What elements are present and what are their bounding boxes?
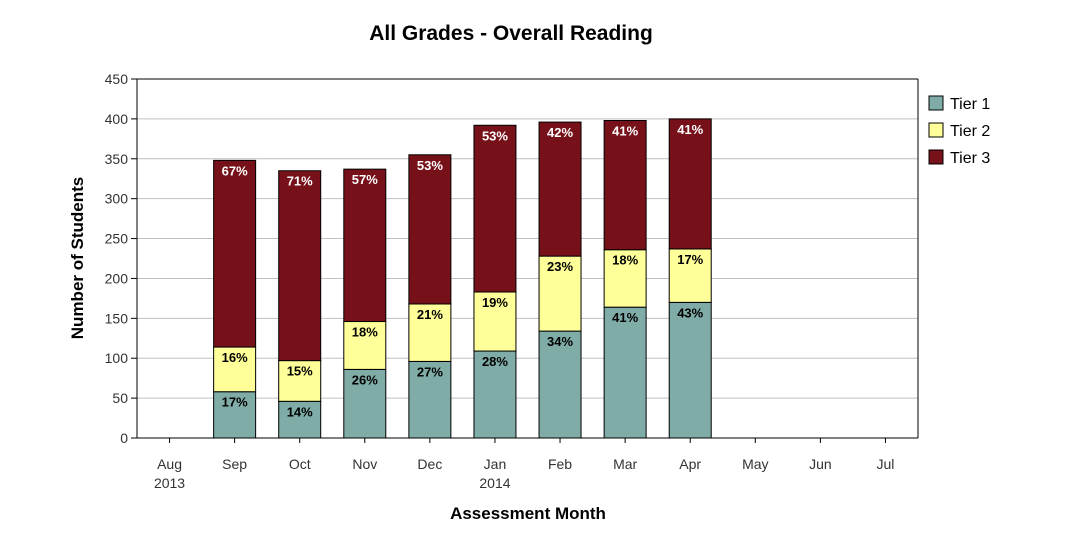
bar-data-label: 41% (677, 122, 703, 137)
x-tick-year-label: 2014 (479, 475, 510, 491)
bar-segment-tier-3 (408, 154, 452, 305)
bar-data-label: 14% (287, 404, 313, 419)
y-tick-label: 250 (105, 231, 129, 247)
x-tick-label: Mar (613, 456, 637, 472)
y-tick-label: 400 (105, 111, 129, 127)
bar-segment-tier-3 (668, 118, 712, 250)
x-tick-label: Sep (222, 456, 247, 472)
bar-data-label: 26% (352, 372, 378, 387)
bar-data-label: 41% (612, 123, 638, 138)
bar-segment-tier-2 (213, 346, 257, 393)
bar-data-label: 27% (417, 364, 443, 379)
bar-data-label: 17% (222, 395, 248, 410)
bar-segment-tier-2 (668, 248, 712, 303)
x-tick-label: Apr (679, 456, 701, 472)
y-axis-ticks: 0 50 100 150 200 250 300 350 400 450 (105, 71, 137, 446)
legend-swatch (928, 149, 944, 165)
bar-segment-tier-2 (603, 249, 647, 308)
bar-data-label: 57% (352, 172, 378, 187)
bar-data-label: 18% (352, 325, 378, 340)
legend-swatch (928, 122, 944, 138)
x-tick-label: Aug (157, 456, 182, 472)
x-axis-title: Assessment Month (450, 504, 606, 523)
bar-data-label: 34% (547, 334, 573, 349)
bar-segment-tier-2 (538, 255, 582, 332)
x-tick-label: Dec (417, 456, 442, 472)
bar-segment-tier-3 (213, 159, 257, 348)
y-tick-label: 100 (105, 350, 129, 366)
legend-label: Tier 1 (950, 96, 990, 113)
legend-label: Tier 3 (950, 150, 990, 167)
x-tick-label: Oct (289, 456, 311, 472)
bar-data-label: 67% (222, 163, 248, 178)
x-tick-label: May (742, 456, 768, 472)
bar-data-label: 71% (287, 174, 313, 189)
bar-segment-tier-3 (603, 119, 647, 251)
y-tick-label: 50 (112, 390, 128, 406)
bar-segment-tier-1 (668, 301, 712, 439)
bar-data-label: 21% (417, 307, 443, 322)
x-tick-label: Jun (809, 456, 832, 472)
x-tick-label: Nov (352, 456, 377, 472)
bar-data-label: 42% (547, 125, 573, 140)
legend-swatch (928, 95, 944, 111)
bar-labels: 17% 16% 67% 14% 15% 71% 26% 18% 57% 27% 21% 53% 28% 1… (222, 122, 704, 419)
bar-data-label: 23% (547, 259, 573, 274)
x-tick-year-label: 2013 (154, 475, 185, 491)
bar-segment-tier-3 (473, 124, 517, 293)
bar-data-label: 28% (482, 354, 508, 369)
chart-title: All Grades - Overall Reading (369, 22, 653, 45)
bar-segment-tier-1 (603, 306, 647, 439)
bar-data-label: 15% (287, 364, 313, 379)
legend-label: Tier 2 (950, 123, 990, 140)
y-axis-title: Number of Students (68, 177, 87, 339)
bar-segment-tier-1 (538, 330, 582, 439)
y-tick-label: 0 (120, 430, 128, 446)
x-tick-label: Jan (484, 456, 507, 472)
bar-data-label: 53% (482, 128, 508, 143)
y-tick-label: 300 (105, 191, 129, 207)
bar-segment-tier-3 (278, 170, 322, 362)
y-tick-label: 450 (105, 71, 129, 87)
bar-data-label: 16% (222, 350, 248, 365)
bars (213, 118, 712, 439)
bar-data-label: 53% (417, 158, 443, 173)
x-tick-label: Jul (877, 456, 895, 472)
legend: Tier 1 Tier 2 Tier 3 (917, 79, 990, 183)
x-tick-label: Feb (548, 456, 572, 472)
x-axis-ticks: Aug 2013 Sep Oct Nov Dec Jan 2014 Feb Mar Apr May Ju… (154, 438, 894, 491)
bar-segment-tier-3 (538, 121, 582, 257)
bar-data-label: 43% (677, 305, 703, 320)
bar-data-label: 19% (482, 295, 508, 310)
bar-segment-tier-3 (343, 168, 387, 323)
y-tick-label: 150 (105, 310, 129, 326)
y-tick-label: 350 (105, 151, 129, 167)
bar-data-label: 18% (612, 253, 638, 268)
bar-segment-tier-2 (473, 291, 517, 352)
bar-segment-tier-2 (343, 321, 387, 370)
bar-data-label: 41% (612, 310, 638, 325)
y-tick-label: 200 (105, 270, 129, 286)
bar-data-label: 17% (677, 252, 703, 267)
